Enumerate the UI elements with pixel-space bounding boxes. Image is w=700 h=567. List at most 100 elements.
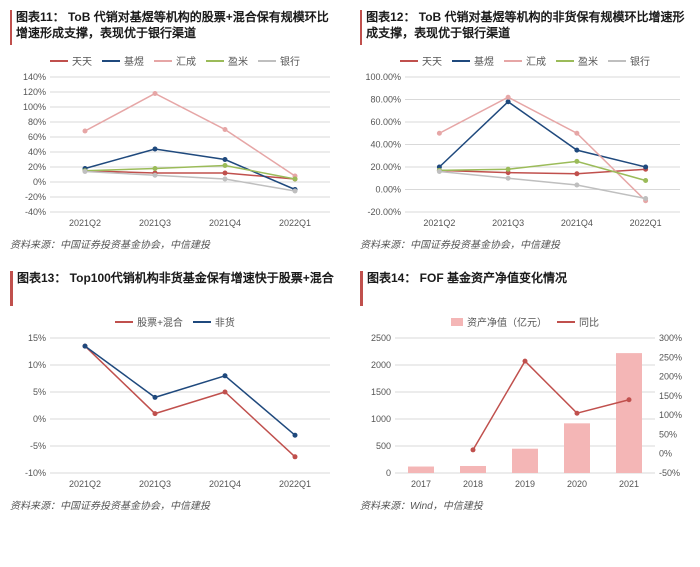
legend-swatch	[400, 60, 418, 62]
svg-text:2022Q1: 2022Q1	[279, 479, 311, 489]
chart-panel-11: 图表11： ToB 代销对基煜等机构的股票+混合保有规模环比增速形成支撑，表现优…	[10, 10, 340, 251]
svg-text:100%: 100%	[659, 411, 682, 421]
source-text: 资料来源：中国证券投资基金协会，中信建投	[10, 497, 340, 512]
svg-text:-20%: -20%	[25, 192, 46, 202]
legend-swatch	[556, 60, 574, 62]
svg-text:150%: 150%	[659, 391, 682, 401]
legend-item: 股票+混合	[115, 314, 183, 329]
svg-text:80%: 80%	[28, 117, 46, 127]
source-text: 资料来源：Wind，中信建投	[360, 497, 690, 512]
legend-item: 盈米	[556, 53, 598, 68]
svg-text:50%: 50%	[659, 430, 677, 440]
svg-text:-40%: -40%	[25, 207, 46, 217]
svg-text:40.00%: 40.00%	[370, 140, 401, 150]
chart-area: 05001000150020002500-50%0%50%100%150%200…	[360, 333, 690, 493]
chart-area: -40% -20% 0% 20% 40% 60% 80% 100% 120% 140% 2021Q2…	[10, 72, 340, 232]
legend-label: 汇成	[176, 53, 196, 68]
title-accent-bar	[10, 10, 12, 45]
svg-text:200%: 200%	[659, 372, 682, 382]
svg-text:0%: 0%	[33, 177, 46, 187]
legend-swatch	[154, 60, 172, 62]
svg-text:0%: 0%	[659, 449, 672, 459]
svg-text:2021Q2: 2021Q2	[69, 479, 101, 489]
svg-text:1500: 1500	[371, 387, 391, 397]
svg-text:2017: 2017	[411, 479, 431, 489]
svg-text:2021: 2021	[619, 479, 639, 489]
chart-title-row: 图表11： ToB 代销对基煜等机构的股票+混合保有规模环比增速形成支撑，表现优…	[10, 10, 340, 45]
legend-label: 资产净值（亿元）	[467, 314, 547, 329]
chart-area: -20.00%0.00%20.00%40.00%60.00%80.00%100.…	[360, 72, 690, 232]
svg-text:20%: 20%	[28, 162, 46, 172]
chart-title: 图表12： ToB 代销对基煜等机构的非货保有规模环比增速形成支撑，表现优于银行…	[366, 10, 690, 41]
chart-title-row: 图表13： Top100代销机构非货基金保有增速快于股票+混合	[10, 271, 340, 306]
legend-label: 天天	[422, 53, 442, 68]
chart-panel-12: 图表12： ToB 代销对基煜等机构的非货保有规模环比增速形成支撑，表现优于银行…	[360, 10, 690, 251]
svg-text:250%: 250%	[659, 353, 682, 363]
svg-text:60%: 60%	[28, 132, 46, 142]
svg-text:120%: 120%	[23, 87, 46, 97]
svg-text:2021Q3: 2021Q3	[139, 218, 171, 228]
legend-swatch	[206, 60, 224, 62]
legend-swatch	[50, 60, 68, 62]
legend-item: 基煜	[102, 53, 144, 68]
legend-label: 同比	[579, 314, 599, 329]
svg-text:2019: 2019	[515, 479, 535, 489]
source-text: 资料来源：中国证券投资基金协会，中信建投	[360, 236, 690, 251]
svg-text:60.00%: 60.00%	[370, 117, 401, 127]
legend-swatch	[452, 60, 470, 62]
legend-swatch	[451, 318, 463, 326]
legend-item: 非货	[193, 314, 235, 329]
legend-label: 汇成	[526, 53, 546, 68]
svg-text:2021Q4: 2021Q4	[561, 218, 593, 228]
svg-text:2022Q1: 2022Q1	[279, 218, 311, 228]
title-accent-bar	[10, 271, 13, 306]
legend-item: 银行	[608, 53, 650, 68]
svg-text:500: 500	[376, 441, 391, 451]
legend-label: 基煜	[124, 53, 144, 68]
legend-item: 盈米	[206, 53, 248, 68]
legend: 股票+混合 非货	[10, 314, 340, 329]
legend-label: 股票+混合	[137, 314, 183, 329]
svg-text:0.00%: 0.00%	[375, 185, 401, 195]
legend-item: 天天	[400, 53, 442, 68]
legend-swatch	[115, 321, 133, 323]
svg-text:2500: 2500	[371, 333, 391, 343]
title-accent-bar	[360, 10, 362, 45]
legend-label: 天天	[72, 53, 92, 68]
legend-swatch	[102, 60, 120, 62]
chart-title: 图表11： ToB 代销对基煜等机构的股票+混合保有规模环比增速形成支撑，表现优…	[16, 10, 340, 41]
chart-panel-14: 图表14： FOF 基金资产净值变化情况 资产净值（亿元）同比 05001000…	[360, 271, 690, 512]
legend-item: 汇成	[504, 53, 546, 68]
legend-item: 天天	[50, 53, 92, 68]
legend-label: 银行	[630, 53, 650, 68]
svg-text:140%: 140%	[23, 72, 46, 82]
svg-text:2021Q4: 2021Q4	[209, 479, 241, 489]
legend-swatch	[258, 60, 276, 62]
svg-text:300%: 300%	[659, 333, 682, 343]
svg-text:2021Q2: 2021Q2	[69, 218, 101, 228]
svg-text:40%: 40%	[28, 147, 46, 157]
legend: 天天 基煜 汇成盈米 银行	[10, 53, 340, 68]
chart-panel-13: 图表13： Top100代销机构非货基金保有增速快于股票+混合 股票+混合非货 …	[10, 271, 340, 512]
legend-swatch	[557, 321, 575, 323]
legend-item: 资产净值（亿元）	[451, 314, 547, 329]
legend-swatch	[608, 60, 626, 62]
legend: 资产净值（亿元） 同比	[360, 314, 690, 329]
svg-text:2021Q2: 2021Q2	[423, 218, 455, 228]
legend-label: 盈米	[578, 53, 598, 68]
legend-label: 银行	[280, 53, 300, 68]
svg-text:2021Q3: 2021Q3	[139, 479, 171, 489]
legend-item: 同比	[557, 314, 599, 329]
chart-title-row: 图表12： ToB 代销对基煜等机构的非货保有规模环比增速形成支撑，表现优于银行…	[360, 10, 690, 45]
svg-text:100%: 100%	[23, 102, 46, 112]
svg-text:100.00%: 100.00%	[365, 72, 401, 82]
legend: 天天 基煜 汇成 盈米 银行	[360, 53, 690, 68]
svg-text:5%: 5%	[33, 387, 46, 397]
legend-item: 银行	[258, 53, 300, 68]
source-text: 资料来源：中国证券投资基金协会，中信建投	[10, 236, 340, 251]
svg-text:-50%: -50%	[659, 468, 680, 478]
svg-text:-20.00%: -20.00%	[367, 207, 401, 217]
legend-label: 基煜	[474, 53, 494, 68]
legend-label: 非货	[215, 314, 235, 329]
svg-text:2021Q3: 2021Q3	[492, 218, 524, 228]
